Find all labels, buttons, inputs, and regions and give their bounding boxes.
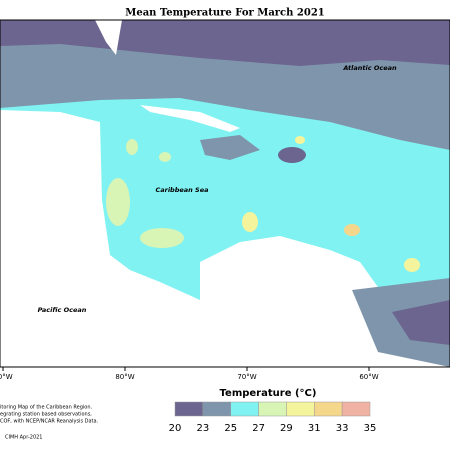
legend-swatch: [286, 401, 315, 417]
warm-zone: [126, 139, 138, 155]
legend-tick-label: 35: [364, 423, 377, 434]
land: [140, 105, 240, 132]
legend-tick-label: 31: [308, 423, 321, 434]
credit-text: egrating station based observations,: [0, 412, 92, 418]
lon-tick-label: 70°W: [237, 373, 256, 381]
warm-zone: [106, 178, 130, 226]
title: Mean Temperature For March 2021: [125, 8, 324, 19]
legend-swatch: [202, 401, 231, 417]
legend-title: Temperature (°C): [220, 388, 317, 399]
warm-zone: [159, 152, 171, 162]
legend-swatch: [174, 401, 204, 417]
warm-zone: [344, 224, 360, 236]
map-label: Pacific Ocean: [38, 306, 87, 314]
map-label: Caribbean Sea: [155, 186, 208, 194]
legend-tick-label: 29: [280, 423, 293, 434]
legend-tick-label: 27: [252, 423, 265, 434]
legend-tick-label: 23: [196, 423, 209, 434]
warm-zone: [140, 228, 184, 248]
legend-tick-label: 25: [224, 423, 237, 434]
map-label: Atlantic Ocean: [342, 64, 397, 72]
zone-23-25: [200, 135, 260, 160]
legend-tick-label: 33: [336, 423, 349, 434]
credit-text: CIMH Apr-2021: [5, 435, 43, 441]
land: [0, 110, 200, 367]
legend-tick-label: 20: [169, 423, 182, 434]
lon-tick-label: 60°W: [359, 373, 378, 381]
lon-tick-label: 90°W: [0, 373, 13, 381]
warm-zone: [295, 136, 305, 144]
legend-swatch: [258, 401, 287, 417]
legend-swatch: [341, 401, 371, 417]
land: [95, 20, 122, 55]
credit-text: COF, with NCEP/NCAR Reanalysis Data.: [0, 419, 99, 425]
zone-20-23: [278, 147, 306, 163]
warm-zone: [242, 212, 258, 232]
legend-swatch: [314, 401, 343, 417]
legend-swatch: [230, 401, 259, 417]
credit-text: itoring Map of the Caribbean Region.: [0, 405, 92, 411]
warm-zone: [404, 258, 420, 272]
map-frame: [0, 19, 450, 368]
map: Atlantic Ocean Caribbean Sea Pacific Oce…: [0, 19, 450, 368]
zone-20-23: [392, 300, 450, 345]
lon-tick-label: 80°W: [115, 373, 134, 381]
